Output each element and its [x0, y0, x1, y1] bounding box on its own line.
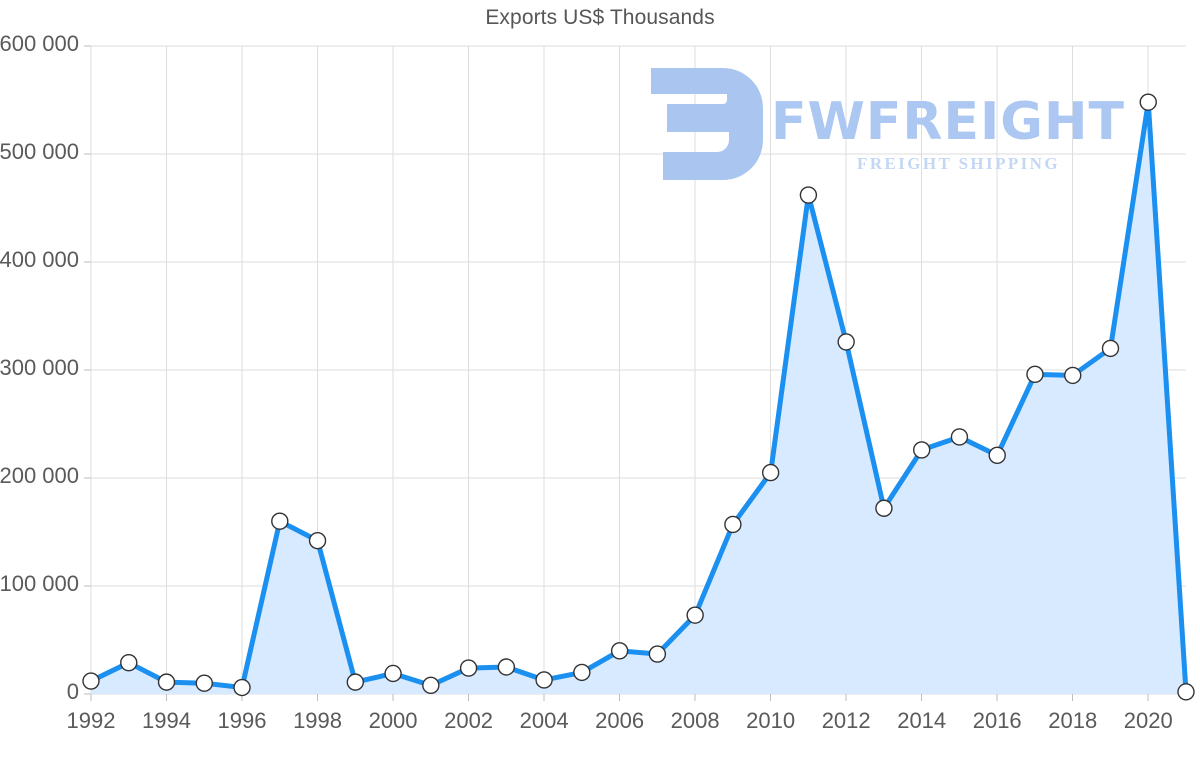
chart-title: Exports US$ Thousands — [485, 6, 715, 29]
x-axis-tick-label: 2020 — [1123, 708, 1173, 733]
data-point-marker[interactable] — [950, 428, 969, 446]
y-axis-tick-label: 0 — [66, 679, 79, 704]
x-axis-tick-label: 2008 — [670, 708, 720, 733]
x-axis-tick-label: 2000 — [368, 708, 418, 733]
data-point-marker[interactable] — [1101, 339, 1120, 358]
x-axis-tick-label: 2016 — [972, 708, 1022, 733]
x-axis-tick-label: 1994 — [142, 708, 191, 733]
series-markers — [82, 93, 1195, 701]
data-point-marker[interactable] — [724, 515, 742, 534]
data-point-marker[interactable] — [875, 499, 893, 517]
x-axis-tick-label: 1992 — [66, 708, 116, 733]
data-point-marker[interactable] — [157, 673, 176, 691]
data-point-marker[interactable] — [912, 441, 931, 459]
y-axis-tick-label: 300 000 — [0, 355, 79, 380]
x-axis-tick-label: 2010 — [746, 708, 796, 733]
x-axis-tick-label: 2018 — [1048, 708, 1098, 733]
data-point-marker[interactable] — [1139, 93, 1157, 111]
y-axis-tick-label: 100 000 — [0, 571, 79, 596]
data-point-marker[interactable] — [837, 333, 855, 351]
series-line — [88, 99, 1189, 695]
y-axis-tick-label: 400 000 — [0, 247, 79, 272]
x-axis-tick-label: 1998 — [293, 708, 343, 733]
y-axis-ticks — [84, 45, 91, 695]
data-point-marker[interactable] — [233, 678, 251, 697]
x-axis-tick-label: 2006 — [595, 708, 645, 733]
y-axis-tick-label: 600 000 — [0, 31, 79, 56]
x-axis-tick-label: 1996 — [217, 708, 267, 733]
x-axis-tick-label: 2014 — [897, 708, 947, 733]
data-point-marker[interactable] — [308, 531, 327, 550]
data-point-marker[interactable] — [346, 673, 365, 691]
x-axis-tick-label: 2002 — [444, 708, 494, 733]
data-point-marker[interactable] — [1064, 366, 1082, 385]
data-point-marker[interactable] — [761, 463, 780, 482]
y-axis-tick-label: 500 000 — [0, 139, 79, 164]
data-point-marker[interactable] — [1026, 365, 1044, 384]
x-axis-tick-label: 2012 — [821, 708, 871, 733]
data-point-marker[interactable] — [610, 642, 629, 660]
data-point-marker[interactable] — [686, 606, 704, 624]
series-area-fill — [91, 102, 1186, 694]
data-point-marker[interactable] — [195, 674, 213, 692]
data-point-marker[interactable] — [271, 512, 289, 530]
data-point-marker[interactable] — [648, 645, 667, 663]
x-axis-tick-label: 2004 — [519, 708, 569, 733]
data-point-marker[interactable] — [82, 672, 100, 690]
data-point-marker[interactable] — [799, 186, 818, 204]
data-point-marker[interactable] — [459, 659, 478, 677]
y-axis-tick-label: 200 000 — [0, 463, 79, 488]
data-point-marker[interactable] — [384, 664, 402, 683]
data-point-marker[interactable] — [1177, 683, 1195, 701]
x-axis-ticks — [90, 694, 1149, 701]
data-point-marker[interactable] — [422, 676, 440, 695]
data-point-marker[interactable] — [573, 663, 591, 682]
data-point-marker[interactable] — [120, 653, 138, 672]
data-point-marker[interactable] — [497, 658, 516, 676]
data-point-marker[interactable] — [535, 671, 553, 689]
data-point-marker[interactable] — [988, 446, 1006, 465]
